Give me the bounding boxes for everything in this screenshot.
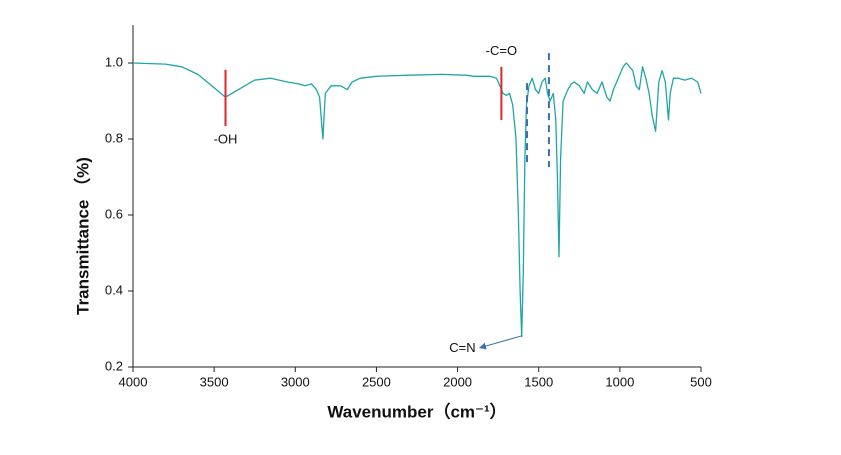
annotation-label: C=N [449,340,475,355]
spectrum-line [132,62,702,338]
y-tick-label: 1.0 [105,54,123,69]
annotation-label: -OH [214,132,238,147]
annotation-arrow [479,335,522,350]
x-tick-label: 500 [690,374,712,389]
y-tick-label: 0.4 [105,282,123,297]
x-tick-label: 2500 [362,374,391,389]
y-tick-label: 0.6 [105,206,123,221]
annotation-label: -C=O [486,43,517,58]
x-tick-label: 4000 [119,374,148,389]
x-tick-label: 1000 [605,374,634,389]
x-tick-label: 3000 [281,374,310,389]
x-tick-label: 2000 [443,374,472,389]
y-tick-label: 0.8 [105,130,123,145]
x-axis-title: Wavenumber（cm⁻¹） [327,401,506,421]
y-axis-title: Transmittance （%) [72,157,92,315]
y-tick-label: 0.2 [105,358,123,373]
x-tick-label: 1500 [524,374,553,389]
x-tick-label: 3500 [200,374,229,389]
